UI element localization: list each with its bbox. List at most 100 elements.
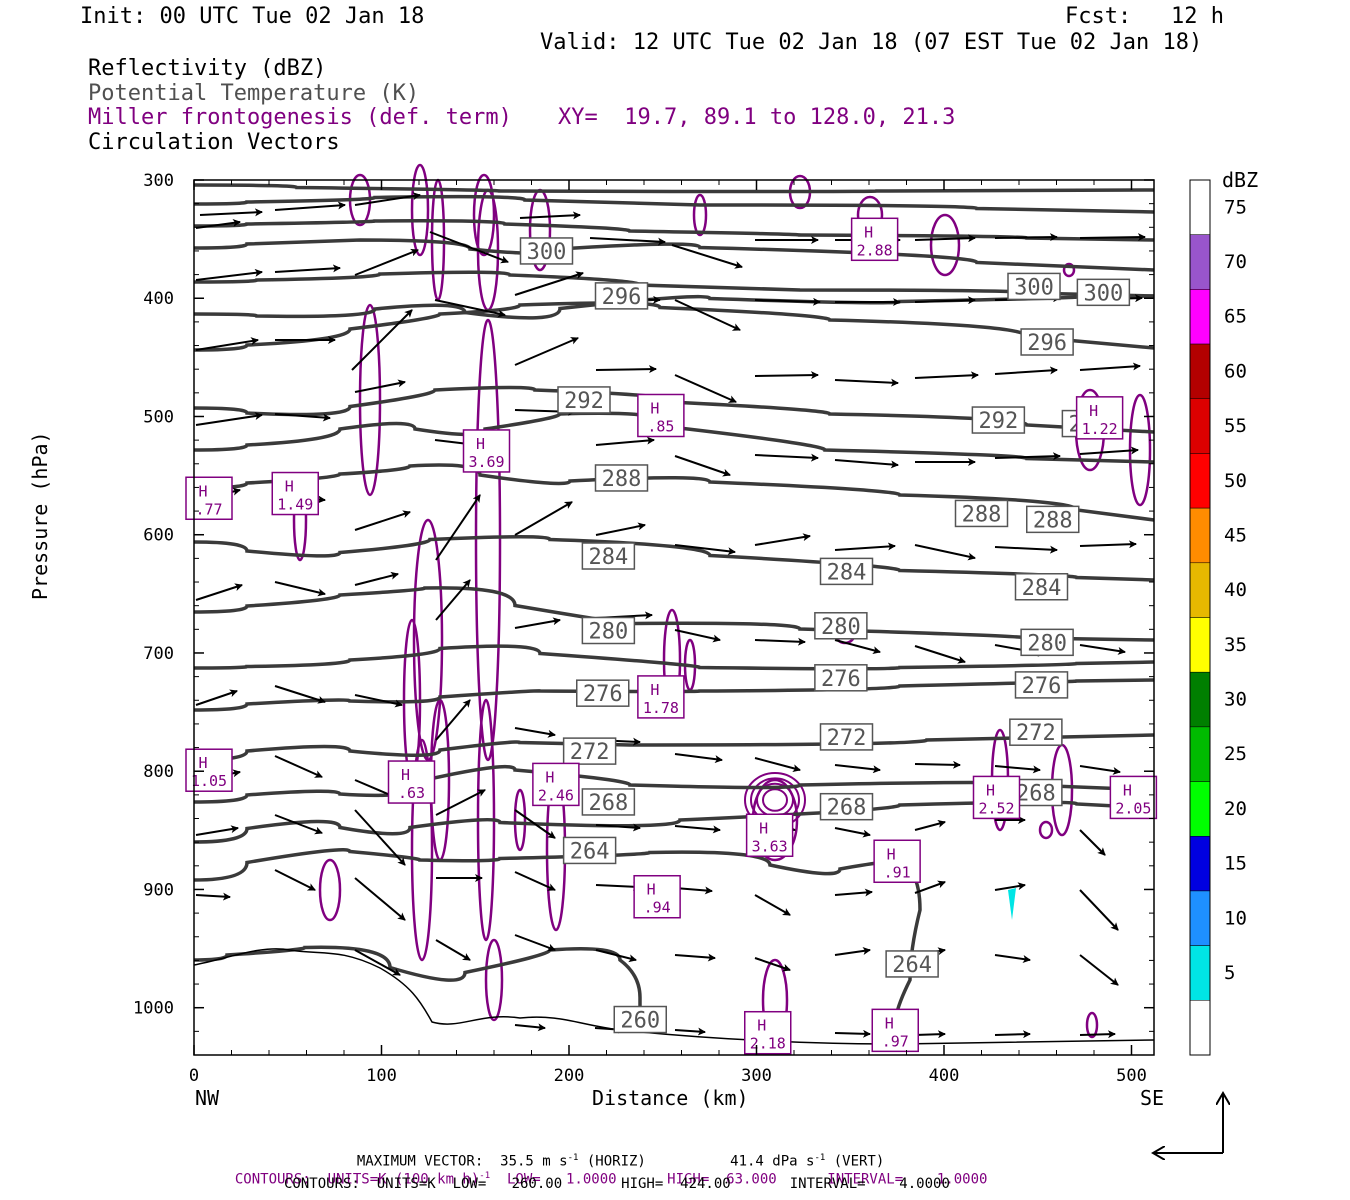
frontogenesis-max-box <box>850 217 899 262</box>
frontogenesis-max-box <box>871 1008 919 1053</box>
isentrope-label: 268 <box>827 796 867 821</box>
isentrope-label: 272 <box>1016 721 1056 746</box>
isentrope-label: 296 <box>1027 331 1067 356</box>
x-tick-label: 300 <box>741 1066 772 1086</box>
circulation-vector <box>354 949 401 976</box>
frontogenesis-contour <box>929 213 961 277</box>
isentrope-label: 272 <box>570 740 610 765</box>
isentrope-label: 268 <box>1016 782 1056 807</box>
isentrope-line <box>193 270 1155 298</box>
frontogenesis-max-value: 3.69 <box>468 453 504 471</box>
circulation-vector <box>674 374 737 403</box>
circulation-vector <box>914 371 979 380</box>
frontogenesis-max-value: .94 <box>644 899 671 917</box>
circulation-vector <box>595 882 641 891</box>
colorbar-label: 70 <box>1224 251 1247 273</box>
circulation-vector <box>195 689 238 706</box>
frontogenesis-max-value: 1.22 <box>1082 420 1118 438</box>
circulation-vector <box>514 809 556 839</box>
circulation-vector <box>754 894 791 916</box>
frontogenesis-max-marker: H <box>864 223 873 241</box>
frontogenesis-max-value: 2.88 <box>857 241 893 259</box>
circulation-vector <box>994 233 1058 242</box>
colorbar-label: 15 <box>1224 853 1247 875</box>
circulation-vector <box>1079 446 1139 455</box>
circulation-vector <box>274 685 326 704</box>
colorbar-label: 50 <box>1224 470 1247 492</box>
isentrope-label: 276 <box>1022 674 1062 699</box>
colorbar-segment <box>1189 179 1211 235</box>
circulation-vector <box>514 617 561 629</box>
circulation-vector <box>674 753 723 764</box>
frontogenesis-max-marker: H <box>198 754 207 772</box>
circulation-vector <box>674 886 713 895</box>
colorbar-label: 20 <box>1224 798 1247 820</box>
isentrope-label: 264 <box>570 839 610 864</box>
se-end-label: SE <box>1140 1086 1165 1110</box>
circulation-vector <box>199 208 263 217</box>
footer-frontogenesis-contours: CONTOURS: UNITS=K (100 km h)-1 LOW= 1.00… <box>218 1158 988 1187</box>
isentrope-label: 284 <box>589 545 629 570</box>
isentrope-label-box <box>1009 718 1063 746</box>
isentrope-label: 280 <box>589 620 629 645</box>
colorbar-segment <box>1189 781 1211 837</box>
isentrope-label: 264 <box>892 953 932 978</box>
colorbar-segment <box>1189 945 1211 1001</box>
frontogenesis-contour <box>474 318 502 762</box>
circulation-vector <box>435 939 471 961</box>
circulation-vector <box>195 218 241 229</box>
colorbar-label: 55 <box>1224 415 1247 437</box>
frontogenesis-contour <box>318 858 342 922</box>
circulation-vector <box>834 542 896 551</box>
isentrope-label: 280 <box>821 615 861 640</box>
cross-section-endpoints: XY= 19.7, 89.1 to 128.0, 21.3 <box>558 105 956 130</box>
isentrope-line <box>193 535 1155 582</box>
circulation-vector <box>914 880 946 894</box>
frontogenesis-max-box <box>387 760 436 804</box>
isentrope-label: 300 <box>527 240 567 265</box>
isentrope-label: 300 <box>1014 275 1054 300</box>
circulation-vector <box>1079 540 1137 549</box>
colorbar-label: 65 <box>1224 306 1247 328</box>
isentrope-label: 284 <box>827 560 867 585</box>
isentrope-line <box>193 301 1155 352</box>
circulation-vector <box>754 371 819 380</box>
circulation-vector <box>354 192 421 206</box>
circulation-vector <box>674 953 716 962</box>
circulation-vector <box>195 268 263 281</box>
circulation-vector <box>354 510 411 531</box>
circulation-vector <box>914 645 966 664</box>
circulation-vector <box>994 954 1031 963</box>
colorbar-segment <box>1189 453 1211 509</box>
circulation-vector <box>674 825 721 834</box>
circulation-vector <box>674 455 731 477</box>
frontogenesis-max-box <box>972 775 1021 820</box>
circulation-vector <box>914 234 976 243</box>
isentrope-line <box>193 800 1155 844</box>
isentrope-label-box <box>562 836 617 865</box>
frontogenesis-max-marker: H <box>650 681 659 699</box>
y-tick-label: 700 <box>143 644 174 664</box>
isentrope-label-box <box>819 792 874 821</box>
colorbar-label: 10 <box>1224 907 1247 929</box>
isentrope-label-box <box>1026 505 1080 534</box>
colorbar-segment <box>1189 617 1211 673</box>
circulation-vector <box>754 637 806 646</box>
frontogenesis-max-box <box>1075 396 1124 440</box>
frontogenesis-max-box <box>532 762 580 807</box>
circulation-vector <box>994 765 1041 774</box>
isentrope-label-box <box>594 282 649 310</box>
isentrope-line <box>193 194 1155 214</box>
isentrope-label: 280 <box>1027 631 1067 656</box>
circulation-vector <box>914 296 976 305</box>
field-circulation-vectors: Circulation Vectors <box>88 130 340 155</box>
max-vector-vert: (HORIZ) 41.4 dPa s <box>578 1153 815 1170</box>
frontogenesis-max-box <box>873 839 921 884</box>
x-tick-label: 400 <box>929 1066 960 1086</box>
circulation-vector <box>514 727 556 738</box>
max-vector-horiz: MAXIMUM VECTOR: 35.5 m s <box>356 1153 568 1170</box>
circulation-vector <box>429 231 509 264</box>
frontogenesis-max-value: .85 <box>647 417 674 435</box>
frontogenesis-max-value: 2.52 <box>978 799 1014 817</box>
